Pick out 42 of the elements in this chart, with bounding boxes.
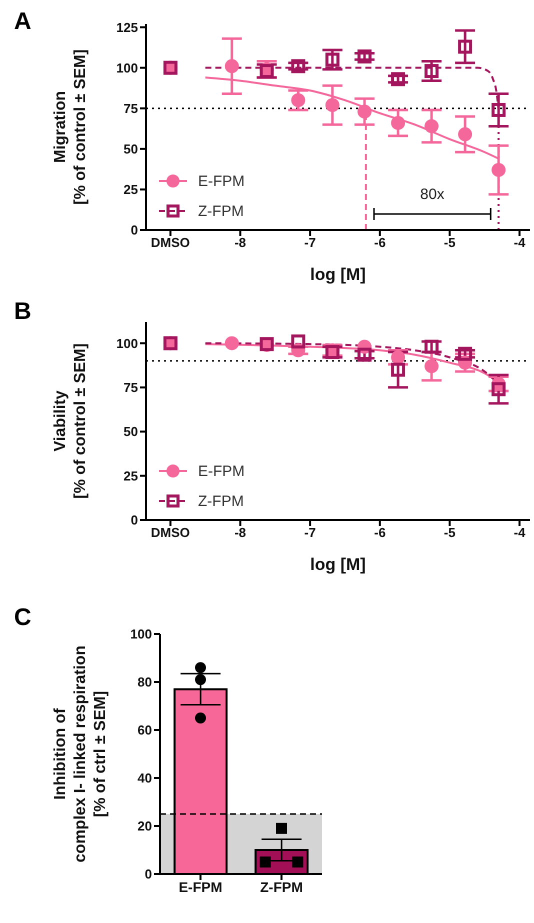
x-tick-label: DMSO	[150, 235, 190, 250]
x-tick-label: -4	[514, 235, 526, 250]
x-axis-title: log [M]	[310, 265, 366, 284]
y-tick-label: 60	[138, 722, 152, 738]
y-tick-label: 0	[130, 512, 138, 528]
y-tick-label: 0	[130, 222, 138, 238]
y-axis-title: Migration [% of control ± SEM]	[52, 49, 89, 205]
legend-label: Z-FPM	[198, 492, 244, 510]
annotation: 80x	[419, 186, 446, 203]
x-axis-title: log [M]	[310, 555, 366, 574]
y-tick-label: 100	[116, 60, 138, 76]
y-axis-title: Viability [% of control ± SEM]	[52, 343, 89, 499]
legend-label: Z-FPM	[198, 202, 244, 220]
y-tick-label: 75	[124, 380, 138, 396]
chart-title: C	[14, 604, 32, 632]
x-tick-label: -5	[444, 235, 456, 250]
legend-label: E-FPM	[198, 462, 245, 480]
x-tick-label: -8	[234, 235, 246, 250]
y-tick-label: 80	[138, 674, 152, 690]
y-tick-label: 50	[124, 424, 138, 440]
y-tick-label: 25	[124, 468, 138, 484]
x-tick-label: -6	[374, 525, 386, 540]
x-tick-label: -7	[304, 525, 316, 540]
x-tick-label: -5	[444, 525, 456, 540]
chart-title: B	[14, 298, 32, 326]
chart-title: A	[14, 8, 32, 36]
y-tick-label: 25	[124, 182, 138, 198]
x-tick-label: -8	[234, 525, 246, 540]
x-tick-label: -4	[514, 525, 526, 540]
y-tick-label: 100	[116, 336, 138, 351]
legend-label: E-FPM	[198, 172, 245, 190]
y-tick-label: 20	[138, 818, 152, 834]
y-tick-label: 0	[144, 866, 152, 882]
x-tick-label: -6	[374, 235, 386, 250]
y-tick-label: 40	[138, 770, 152, 786]
x-tick-label: -7	[304, 235, 316, 250]
y-tick-label: 125	[116, 20, 138, 35]
y-tick-label: 75	[124, 100, 138, 116]
y-tick-label: 100	[130, 626, 152, 642]
x-tick-label: DMSO	[150, 525, 190, 540]
y-tick-label: 50	[124, 142, 138, 157]
y-axis-title: Inhibition of complex I- linked respiration [% of ctrl ± SEM]	[52, 646, 109, 862]
